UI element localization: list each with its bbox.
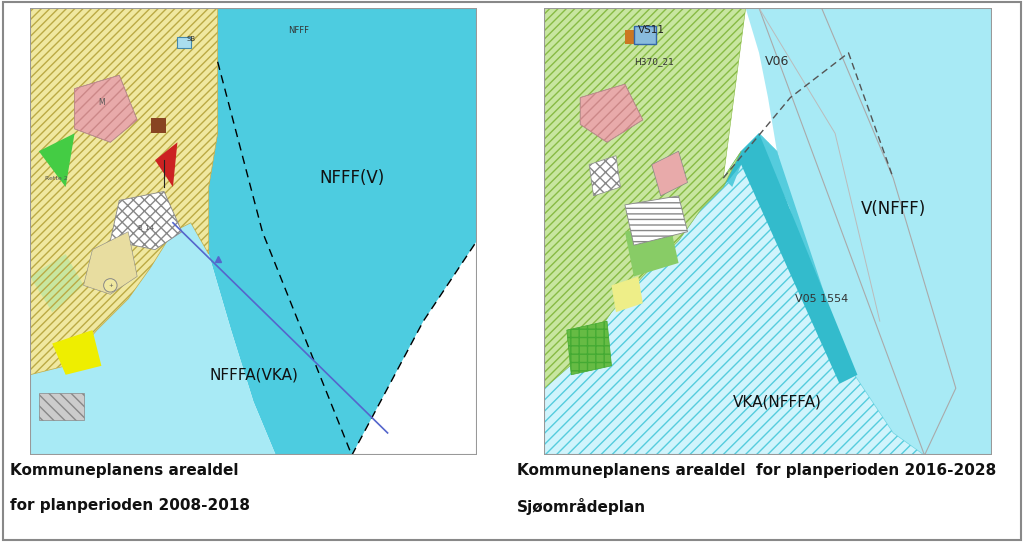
- Polygon shape: [589, 156, 621, 196]
- Text: Kommuneplanens arealdel  for planperioden 2016-2028: Kommuneplanens arealdel for planperioden…: [517, 463, 996, 479]
- Bar: [177, 37, 190, 48]
- Text: VKA(NFFFA): VKA(NFFFA): [732, 394, 821, 409]
- Polygon shape: [84, 232, 137, 294]
- Text: V06: V06: [765, 55, 790, 68]
- Text: for planperioden 2008-2018: for planperioden 2008-2018: [10, 498, 250, 513]
- Polygon shape: [715, 8, 991, 455]
- Text: B_14: B_14: [137, 224, 155, 230]
- Polygon shape: [581, 84, 643, 142]
- Polygon shape: [723, 133, 849, 366]
- Bar: [151, 118, 166, 133]
- Polygon shape: [545, 8, 745, 388]
- Text: NFFF(V): NFFF(V): [319, 169, 384, 187]
- Text: SB: SB: [186, 36, 196, 42]
- Text: H370_21: H370_21: [634, 57, 674, 66]
- Polygon shape: [723, 133, 857, 384]
- Text: M: M: [98, 98, 104, 107]
- Polygon shape: [155, 142, 177, 187]
- Text: Rette 2: Rette 2: [45, 176, 68, 180]
- Polygon shape: [52, 330, 101, 375]
- Polygon shape: [611, 276, 643, 312]
- Polygon shape: [39, 133, 75, 187]
- Text: +: +: [108, 283, 113, 288]
- Text: V05 1554: V05 1554: [795, 294, 848, 304]
- Bar: [625, 30, 636, 44]
- Polygon shape: [30, 254, 84, 312]
- Polygon shape: [545, 133, 925, 455]
- Polygon shape: [30, 8, 218, 375]
- Text: NFFF: NFFF: [288, 26, 308, 35]
- Polygon shape: [75, 75, 137, 142]
- Bar: [634, 26, 656, 44]
- Text: Kommuneplanens arealdel: Kommuneplanens arealdel: [10, 463, 239, 479]
- Polygon shape: [111, 191, 182, 249]
- Polygon shape: [209, 8, 477, 455]
- Text: NFFFA(VKA): NFFFA(VKA): [209, 367, 298, 382]
- Polygon shape: [39, 392, 84, 420]
- Polygon shape: [651, 151, 687, 196]
- Polygon shape: [625, 196, 687, 245]
- Polygon shape: [30, 223, 275, 455]
- Text: Sjøområdeplan: Sjøområdeplan: [517, 498, 646, 514]
- Polygon shape: [566, 321, 611, 375]
- Polygon shape: [625, 223, 679, 276]
- Circle shape: [103, 279, 117, 292]
- Text: VS11: VS11: [638, 25, 666, 35]
- Text: V(NFFF): V(NFFF): [860, 201, 926, 218]
